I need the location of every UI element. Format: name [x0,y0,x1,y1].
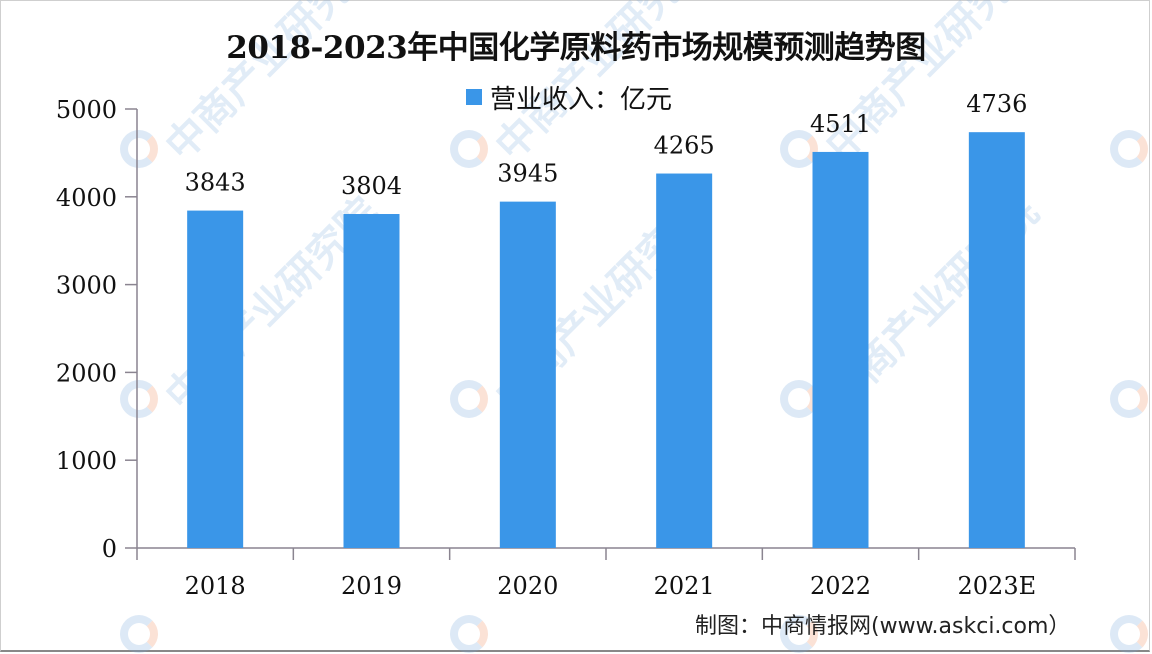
bar [968,132,1025,548]
x-tick-label: 2020 [497,572,558,600]
bar-value-label: 3945 [497,160,558,188]
bar-value-label: 4511 [810,110,871,138]
bar [343,214,400,549]
legend: 营业收入：亿元 [466,80,673,115]
x-tick-label: 2019 [341,572,402,600]
legend-label: 营业收入：亿元 [490,84,673,115]
y-tick-label: 1000 [56,447,117,475]
bar [656,173,713,548]
y-tick-label: 3000 [56,272,117,300]
bar [187,210,244,548]
y-tick-label: 4000 [56,184,117,212]
bar-value-label: 3843 [185,169,246,197]
y-tick-label: 0 [102,535,117,563]
x-tick-label: 2018 [185,572,246,600]
x-tick-label: 2021 [654,572,715,600]
y-tick-label: 5000 [56,96,117,124]
bar-value-label: 4265 [654,132,715,160]
x-tick-label: 2022 [810,572,871,600]
bar-value-label: 3804 [341,172,402,200]
bar-value-label: 4736 [966,90,1027,118]
y-tick-label: 2000 [56,359,117,387]
x-tick-label: 2023E [958,572,1037,600]
bar [499,201,556,548]
legend-swatch [466,89,482,105]
chart-title: 2018-2023年中国化学原料药市场规模预测趋势图 [226,30,926,66]
bar [812,151,869,548]
source-footer: 制图：中商情报网(www.askci.com） [695,614,1071,639]
